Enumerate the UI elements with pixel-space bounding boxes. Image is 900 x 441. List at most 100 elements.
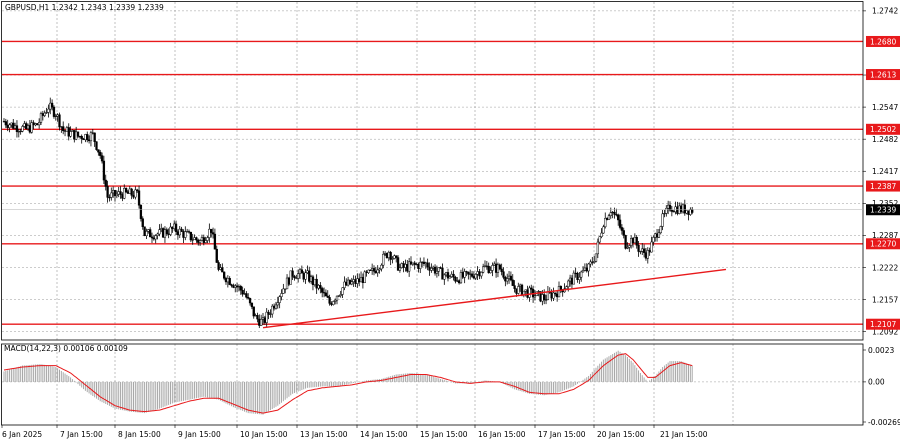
time-tick-label: 14 Jan 15:00 — [360, 430, 408, 439]
candle-body — [141, 218, 144, 228]
price-tick-label: 1.2742 — [872, 7, 898, 16]
candle-body — [197, 239, 200, 243]
candle-body — [382, 253, 385, 266]
candle-body — [119, 191, 122, 195]
trendline-group[interactable] — [262, 268, 727, 329]
candle-body — [176, 231, 180, 236]
candle-body — [668, 204, 672, 211]
candle-body — [546, 291, 550, 300]
candle-body — [247, 297, 250, 299]
candle-body — [23, 123, 26, 127]
candle-body — [537, 291, 540, 293]
candle-body — [591, 261, 594, 263]
candle-body — [191, 239, 194, 241]
candle-body — [415, 264, 418, 266]
macd-tick-label: -0.00269 — [868, 418, 900, 427]
candle-body — [691, 209, 694, 213]
candle-body — [387, 252, 390, 258]
candle-body — [507, 275, 511, 279]
candle-body — [543, 294, 546, 300]
candle-body — [252, 306, 255, 317]
candle-body — [234, 285, 237, 288]
candle-body — [297, 273, 300, 279]
candle-body — [513, 285, 516, 289]
candle-body — [34, 123, 37, 126]
candle-body — [285, 277, 289, 290]
candle-body — [661, 213, 664, 227]
candle-body — [363, 271, 366, 283]
candle-body — [613, 211, 616, 215]
candle-body — [459, 272, 463, 284]
main-grid — [2, 2, 863, 340]
time-tick-label: 7 Jan 15:00 — [60, 430, 103, 439]
candle-body — [169, 226, 172, 235]
candle-body — [102, 160, 106, 181]
candle-body — [128, 188, 131, 194]
candle-body — [289, 270, 292, 285]
candle-body — [82, 138, 85, 141]
candle-body — [154, 235, 157, 240]
candle-body — [665, 208, 668, 214]
candle-body — [491, 265, 494, 271]
candle-body — [215, 248, 218, 263]
candle-body — [533, 295, 537, 298]
candle-body — [200, 237, 204, 241]
candle-body — [354, 279, 357, 284]
candle-body — [520, 284, 524, 296]
candle-body — [43, 112, 46, 116]
candle-body — [450, 273, 453, 277]
candlesticks — [2, 97, 694, 329]
candle-body — [75, 131, 78, 140]
candle-body — [91, 132, 94, 134]
candle-body — [611, 211, 614, 214]
candle-body — [361, 277, 365, 283]
candle-body — [679, 205, 683, 213]
ascending-trendline[interactable] — [262, 268, 727, 329]
chart-frame — [1, 1, 864, 426]
level-price-label: 1.2107 — [870, 320, 896, 329]
candle-body — [426, 262, 429, 268]
candle-body — [19, 130, 22, 133]
macd-panel-frame — [1, 343, 864, 426]
support-resistance-levels[interactable] — [2, 40, 863, 325]
candle-body — [202, 237, 205, 243]
candle-body — [237, 286, 241, 288]
candle-body — [15, 125, 19, 132]
candle-body — [517, 286, 520, 294]
candle-body — [409, 261, 413, 265]
candle-body — [650, 241, 653, 253]
candle-body — [494, 263, 498, 273]
price-axis[interactable]: 1.27421.26121.25471.24821.24171.23521.22… — [2, 7, 900, 427]
candle-body — [326, 295, 329, 298]
candle-body — [472, 276, 476, 279]
candle-body — [309, 276, 313, 282]
candle-body — [395, 255, 398, 258]
candle-body — [655, 233, 659, 238]
candle-body — [371, 268, 374, 271]
candle-body — [528, 287, 531, 298]
macd-tick-label: 0.0023 — [868, 346, 894, 355]
candle-body — [298, 269, 302, 274]
candle-body — [291, 270, 294, 277]
time-axis[interactable]: 6 Jan 2025 7 Jan 15:00 8 Jan 15:00 9 Jan 15… — [1, 425, 708, 439]
time-tick-label: 6 Jan 2025 — [2, 430, 42, 439]
candle-body — [38, 122, 41, 126]
candle-body — [502, 271, 505, 278]
candle-body — [605, 217, 609, 220]
candle-body — [420, 261, 424, 263]
candle-body — [631, 238, 635, 244]
candle-body — [367, 269, 370, 274]
candle-body — [389, 252, 392, 260]
current-price-label: 1.2339 — [870, 206, 896, 215]
candle-body — [565, 286, 568, 290]
candle-body — [52, 106, 56, 117]
time-tick-label: 15 Jan 15:00 — [420, 430, 468, 439]
candle-body — [248, 298, 252, 304]
candle-body — [670, 209, 674, 212]
time-tick-label: 21 Jan 15:00 — [660, 430, 708, 439]
candle-body — [476, 271, 479, 275]
candle-body — [269, 313, 272, 315]
candle-body — [195, 237, 198, 241]
candle-body — [112, 190, 115, 194]
candle-body — [674, 206, 677, 213]
